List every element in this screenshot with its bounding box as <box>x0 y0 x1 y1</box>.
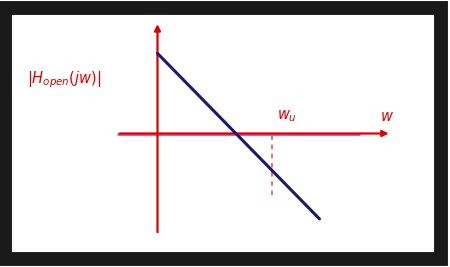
Text: $w$: $w$ <box>380 110 394 124</box>
Text: $|H_{open}(jw)|$: $|H_{open}(jw)|$ <box>27 70 102 91</box>
Text: $w_u$: $w_u$ <box>277 108 297 124</box>
